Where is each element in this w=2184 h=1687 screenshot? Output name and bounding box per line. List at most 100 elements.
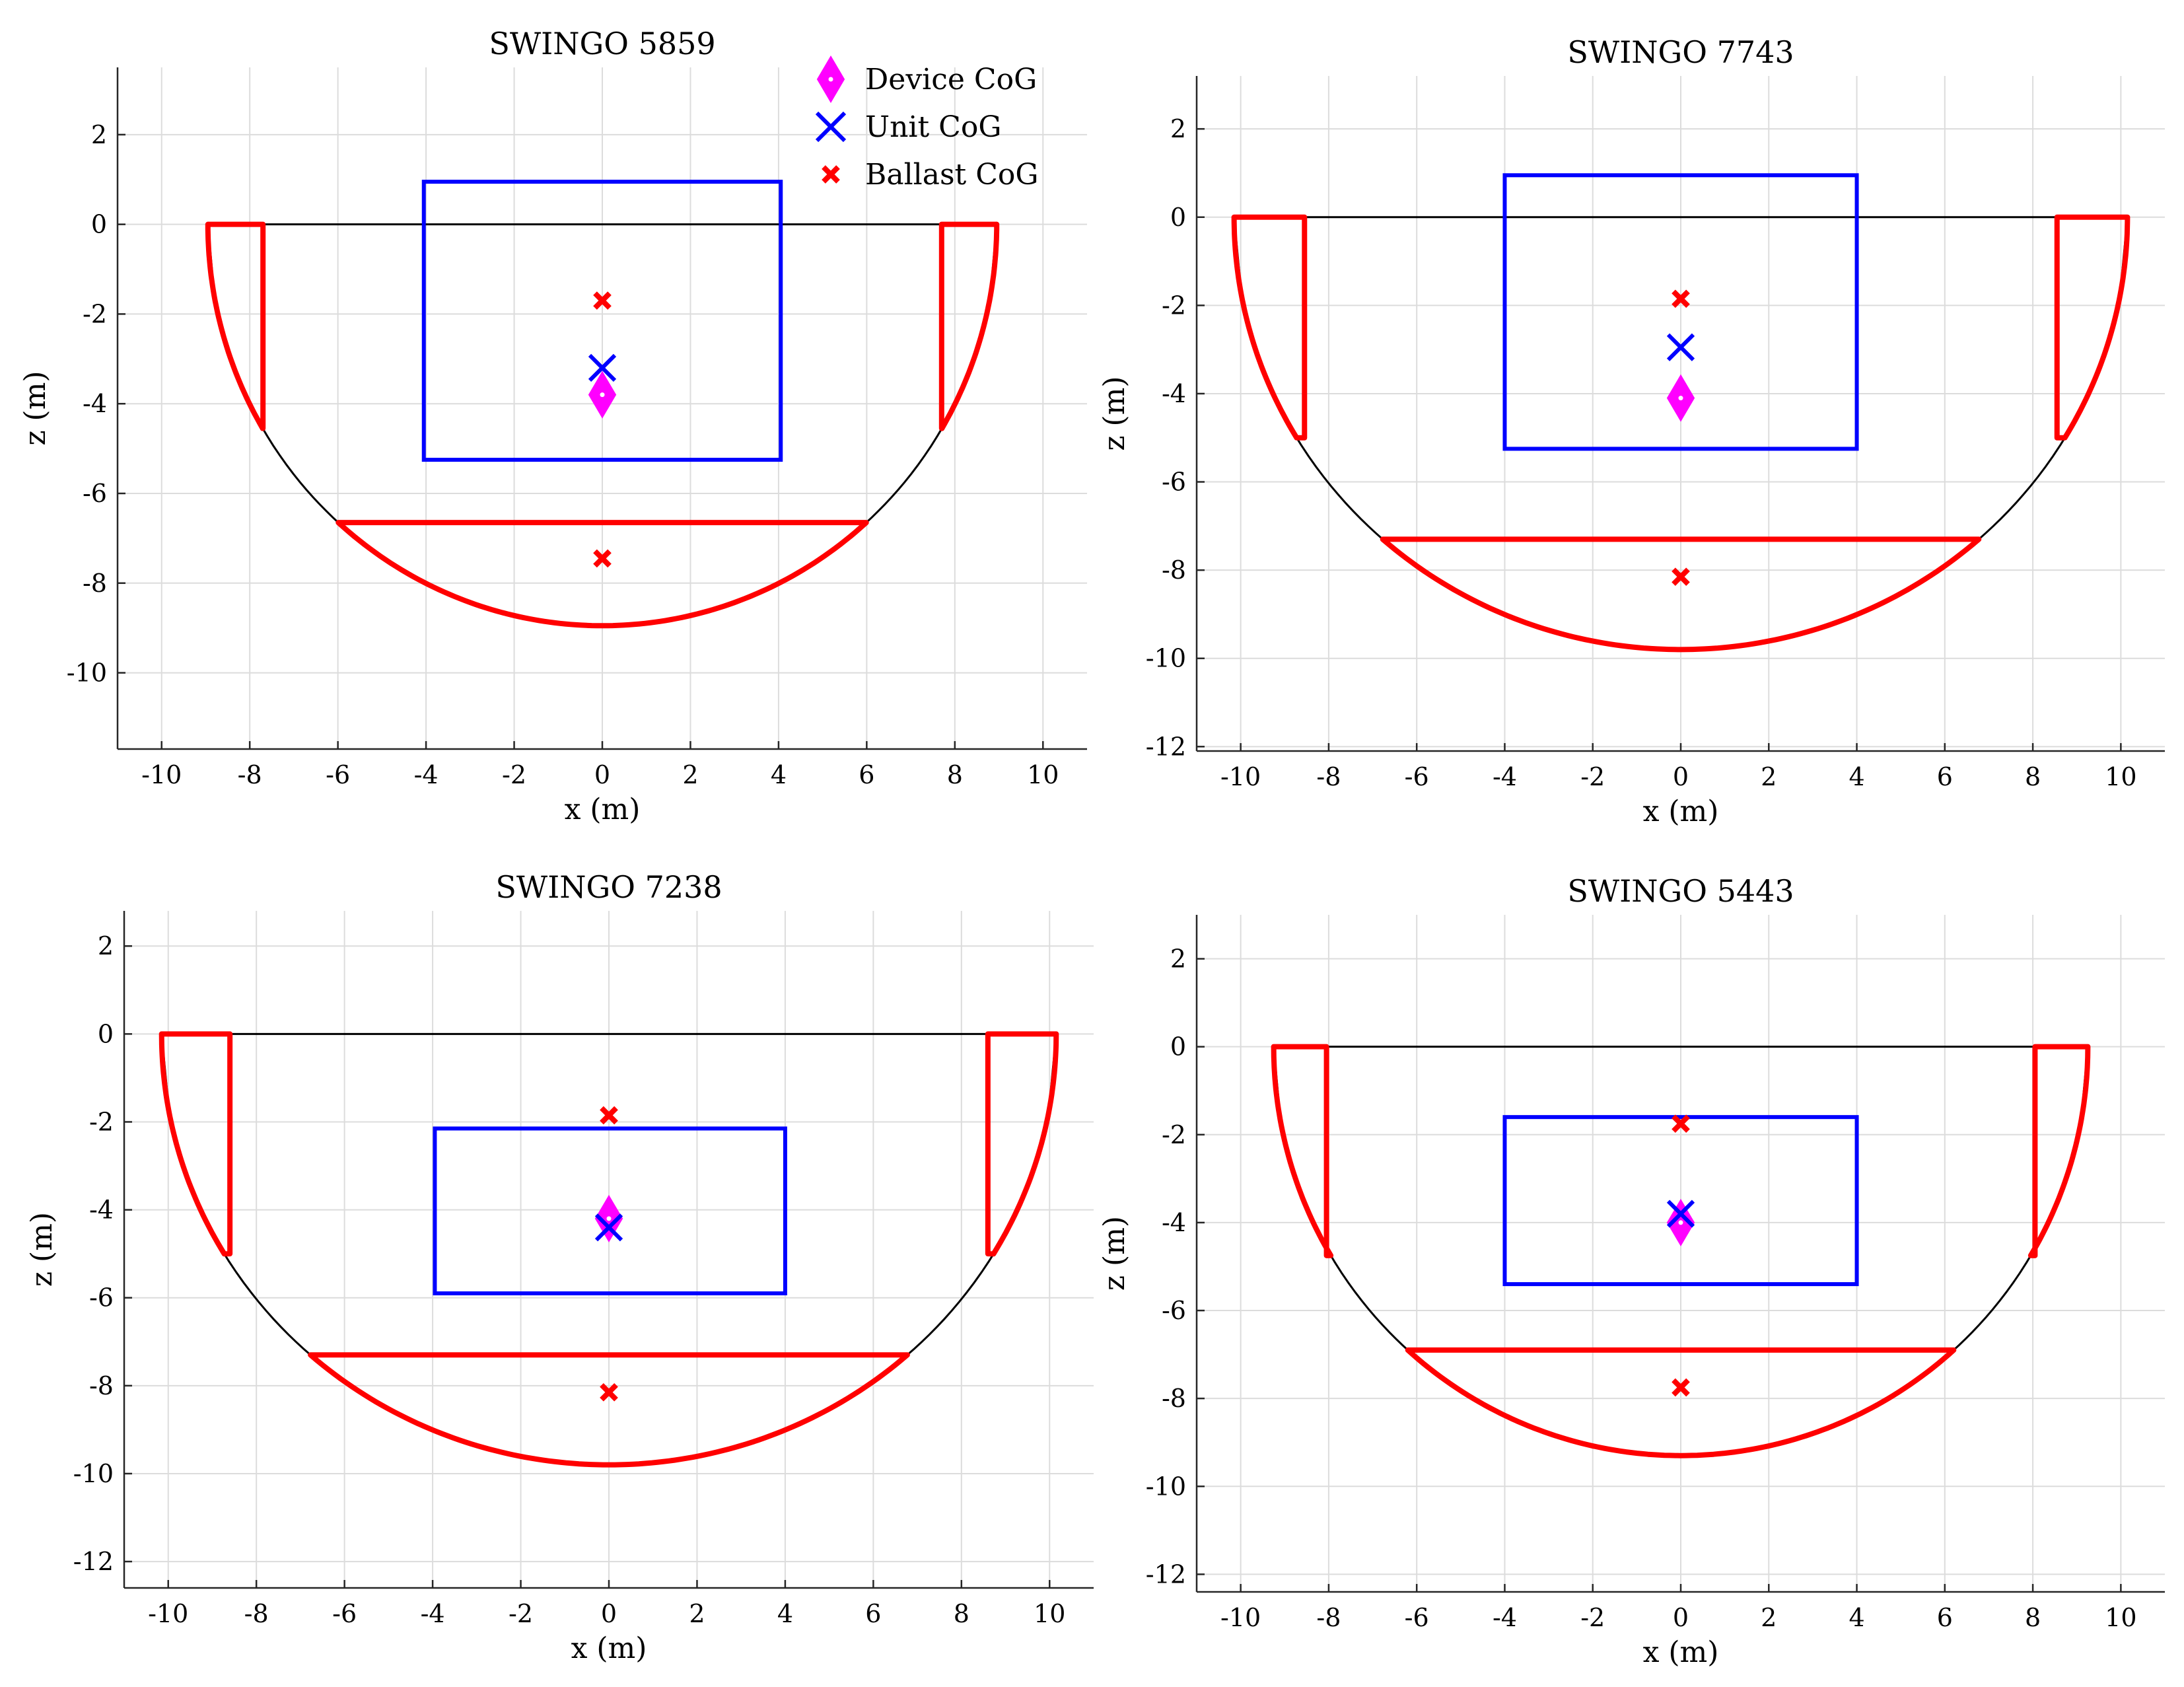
ballast-cog-marker-1 (593, 291, 612, 310)
x-tick-label: -8 (1316, 762, 1341, 791)
ballast-cog-marker-2-stroke-b (593, 549, 612, 568)
x-axis-label: x (m) (1643, 1635, 1719, 1669)
device-cog-marker-dot (1678, 1220, 1683, 1225)
y-tick-label: -8 (1162, 556, 1186, 585)
x-tick-label: -2 (1580, 1603, 1605, 1632)
y-tick-label: -4 (1162, 1208, 1186, 1237)
x-tick-label: -2 (502, 760, 526, 789)
x-tick-label: -6 (332, 1599, 357, 1628)
x-tick-label: 2 (689, 1599, 705, 1628)
side-ballast-tank-left (159, 1031, 233, 1257)
x-tick-label: 2 (1761, 762, 1777, 791)
x-tick-label: -4 (414, 760, 439, 789)
x-axis-label: x (m) (1643, 795, 1719, 828)
x-tick-label: -6 (1405, 1603, 1429, 1632)
y-tick-label: 2 (91, 120, 107, 149)
x-tick-label: 4 (1849, 1603, 1864, 1632)
y-tick-label: -2 (89, 1107, 114, 1136)
x-tick-label: -10 (1220, 1603, 1261, 1632)
y-axis-label: z (m) (25, 1212, 59, 1287)
x-tick-label: -6 (326, 760, 350, 789)
y-tick-label: -4 (89, 1196, 114, 1225)
x-tick-label: -4 (1493, 762, 1517, 791)
y-tick-label: -12 (73, 1547, 114, 1576)
x-tick-label: -10 (141, 760, 182, 789)
x-tick-label: 10 (2105, 1603, 2136, 1632)
y-tick-label: -8 (89, 1371, 114, 1400)
legend-unit-cog-marker-stroke-b (815, 111, 847, 143)
panel-4: -10 -8 -6 -4 -2 0 2 4 6 8 10 -12 -10 -8 -6 -4 -2 0 2 SWINGO… (1098, 873, 2165, 1669)
y-tick-label: -12 (1146, 732, 1186, 761)
unit-box (421, 180, 783, 462)
y-tick-label: -10 (1146, 644, 1186, 673)
x-tick-label: 2 (682, 760, 698, 789)
y-tick-label: 2 (1170, 945, 1186, 974)
unit-cog-marker-stroke-b (1666, 1200, 1695, 1228)
y-tick-label: -12 (1146, 1560, 1186, 1589)
x-tick-label: 8 (2025, 1603, 2041, 1632)
y-tick-label: -8 (1162, 1384, 1186, 1413)
x-tick-label: -4 (421, 1599, 445, 1628)
legend-device-cog-marker-dot (828, 77, 833, 82)
legend: Device CoG Unit CoG Ballast CoG (815, 55, 1039, 192)
side-ballast-tank-right (938, 221, 1000, 431)
x-tick-label: 0 (1673, 1603, 1689, 1632)
y-tick-label: -6 (83, 479, 107, 508)
side-ballast-tank-right (2054, 214, 2131, 441)
y-tick-label: -2 (83, 299, 107, 328)
x-tick-label: -6 (1405, 762, 1429, 791)
y-tick-label: -6 (1162, 1296, 1186, 1325)
unit-box (433, 1126, 787, 1296)
panel-2: -10 -8 -6 -4 -2 0 2 4 6 8 10 -12 -10 -8 -6 -4 -2 0 2 SWINGO… (1098, 34, 2165, 828)
x-tick-label: -10 (1220, 762, 1261, 791)
legend-unit-cog-marker (815, 111, 847, 143)
panel-1: -10 -8 -6 -4 -2 0 2 4 6 8 10 -10 -8 -6 -4 -2 0 2 SWINGO 58… (18, 26, 1087, 826)
y-tick-label: 0 (1170, 1032, 1186, 1061)
x-tick-label: 6 (1937, 762, 1953, 791)
unit-cog-marker (594, 1213, 623, 1242)
x-axis-label: x (m) (571, 1632, 647, 1665)
ballast-cog-marker-1 (1672, 1114, 1690, 1133)
x-tick-label: -8 (244, 1599, 269, 1628)
ballast-cog-marker-2 (1672, 1378, 1690, 1397)
legend-label-ballast-cog: Ballast CoG (865, 158, 1039, 192)
x-tick-label: 0 (1673, 762, 1689, 791)
legend-ballast-cog-marker-stroke-b (822, 165, 840, 184)
legend-label-unit-cog: Unit CoG (865, 110, 1001, 144)
device-cog-marker-dot (1678, 396, 1683, 401)
x-tick-label: 10 (1034, 1599, 1065, 1628)
legend-ballast-cog-marker (822, 165, 840, 184)
unit-cog-marker (588, 353, 617, 382)
bottom-ballast (1405, 1347, 1957, 1458)
y-tick-label: 2 (98, 931, 114, 960)
x-tick-label: -10 (148, 1599, 188, 1628)
unit-box (1502, 1115, 1859, 1287)
x-tick-label: 0 (594, 760, 610, 789)
y-tick-label: -8 (83, 569, 107, 598)
x-tick-label: 8 (954, 1599, 969, 1628)
panel-3: -10 -8 -6 -4 -2 0 2 4 6 8 10 -12 -10 -8 -6 -4 -2 0 2 SWINGO… (25, 869, 1094, 1665)
ballast-cog-marker-2 (600, 1382, 618, 1402)
device-cog-marker-dot (600, 392, 605, 398)
ballast-cog-marker-1 (1672, 289, 1690, 308)
y-tick-label: 0 (1170, 203, 1186, 232)
x-tick-label: -8 (1316, 1603, 1341, 1632)
device-cog-marker-dot (606, 1216, 612, 1221)
y-axis-label: z (m) (1098, 1216, 1131, 1291)
y-tick-label: -4 (1162, 379, 1186, 408)
x-tick-label: 8 (947, 760, 963, 789)
x-tick-label: -2 (509, 1599, 533, 1628)
y-tick-label: 0 (98, 1019, 114, 1048)
ballast-cog-marker-1-stroke-b (1672, 1114, 1690, 1133)
x-axis-label: x (m) (565, 793, 641, 826)
x-tick-label: 6 (859, 760, 874, 789)
y-tick-label: -10 (73, 1459, 114, 1488)
chart-title: SWINGO 5859 (489, 26, 715, 61)
y-tick-label: -10 (67, 659, 107, 688)
y-tick-label: -4 (83, 389, 107, 418)
x-tick-label: -2 (1580, 762, 1605, 791)
x-tick-label: 10 (1027, 760, 1059, 789)
grid-lines (1197, 915, 2165, 1592)
bottom-ballast (308, 1352, 910, 1468)
ballast-cog-marker-2-stroke-b (600, 1382, 618, 1402)
